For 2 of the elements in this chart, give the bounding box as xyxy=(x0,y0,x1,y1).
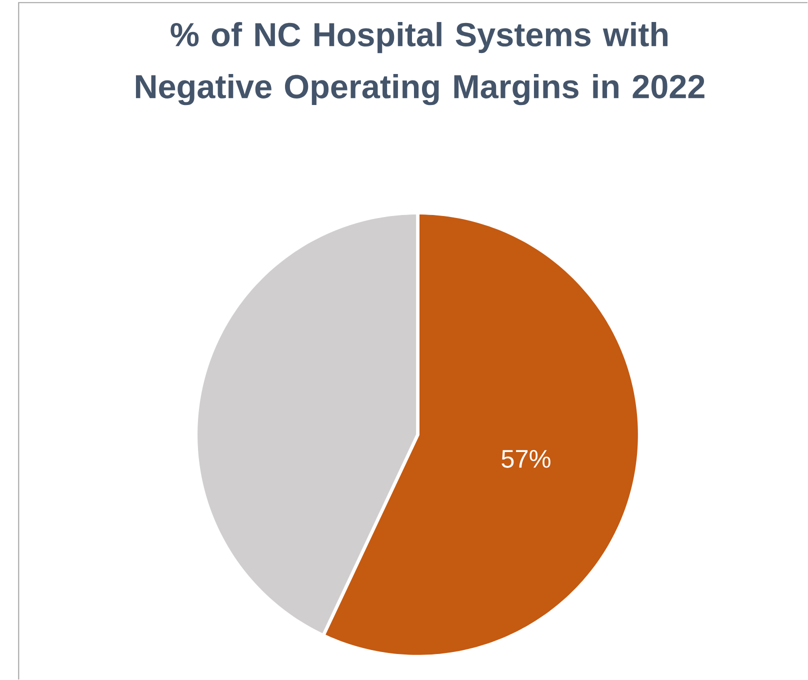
chart-title: % of NC Hospital Systems with Negative Operating Margins in 2022 xyxy=(136,22,704,106)
data-label: 57% xyxy=(502,450,550,468)
